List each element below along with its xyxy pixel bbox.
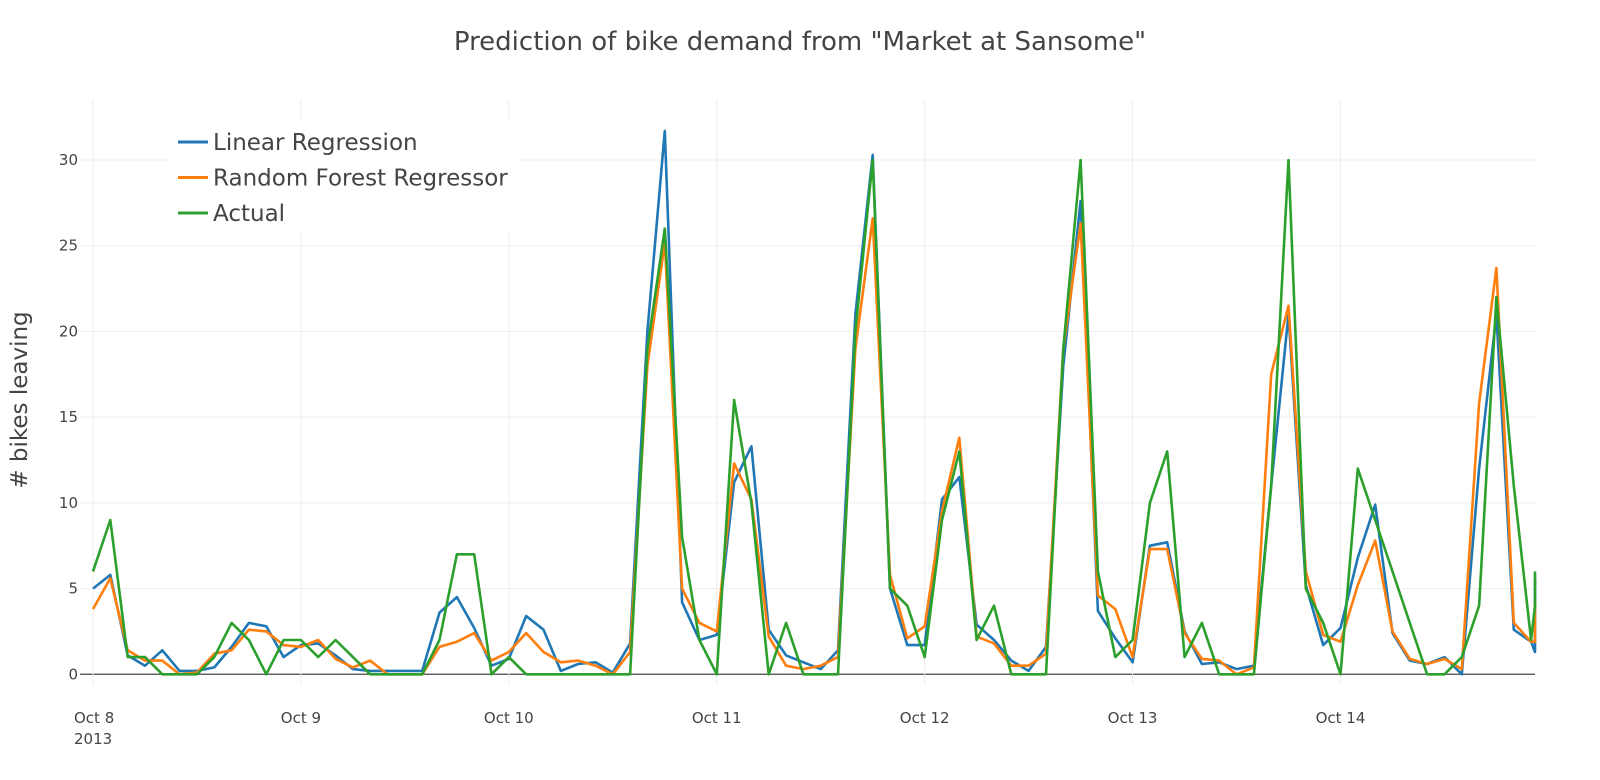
x-tick-label: Oct 8	[74, 709, 114, 727]
series-line	[92, 129, 1537, 676]
x-tick-year: 2013	[74, 730, 112, 748]
x-tick-label: Oct 10	[484, 709, 534, 727]
y-tick-label: 15	[59, 408, 78, 426]
y-tick-label: 25	[59, 237, 78, 255]
series-lines	[91, 129, 1537, 676]
y-tick-label: 30	[59, 151, 78, 169]
x-tick-label: Oct 11	[692, 709, 742, 727]
legend-entry[interactable]: Random Forest Regressor	[213, 166, 508, 192]
legend[interactable]: Linear Regression Random Forest Regressor…	[170, 120, 520, 230]
chart-title: Prediction of bike demand from "Market a…	[454, 27, 1146, 57]
grid	[80, 100, 1535, 685]
x-axis-ticks: Oct 8 Oct 9 Oct 10 Oct 11 Oct 12 Oct 13 Oct 14…	[74, 709, 1365, 748]
series-line	[91, 158, 1537, 676]
y-tick-label: 10	[59, 494, 78, 512]
legend-entry[interactable]: Actual	[213, 201, 285, 227]
y-axis-label: # bikes leaving	[7, 311, 33, 488]
legend-background	[170, 120, 520, 230]
x-tick-label: Oct 9	[281, 709, 321, 727]
series-line	[91, 217, 1537, 676]
y-tick-label: 0	[68, 665, 78, 683]
x-tick-label: Oct 12	[900, 709, 950, 727]
legend-entry[interactable]: Linear Regression	[213, 130, 418, 156]
x-tick-label: Oct 13	[1108, 709, 1158, 727]
y-tick-label: 20	[59, 322, 78, 340]
x-tick-label: Oct 14	[1316, 709, 1366, 727]
y-axis-ticks: 0 5 10 15 20 25 30	[59, 151, 78, 683]
y-tick-label: 5	[68, 580, 78, 598]
